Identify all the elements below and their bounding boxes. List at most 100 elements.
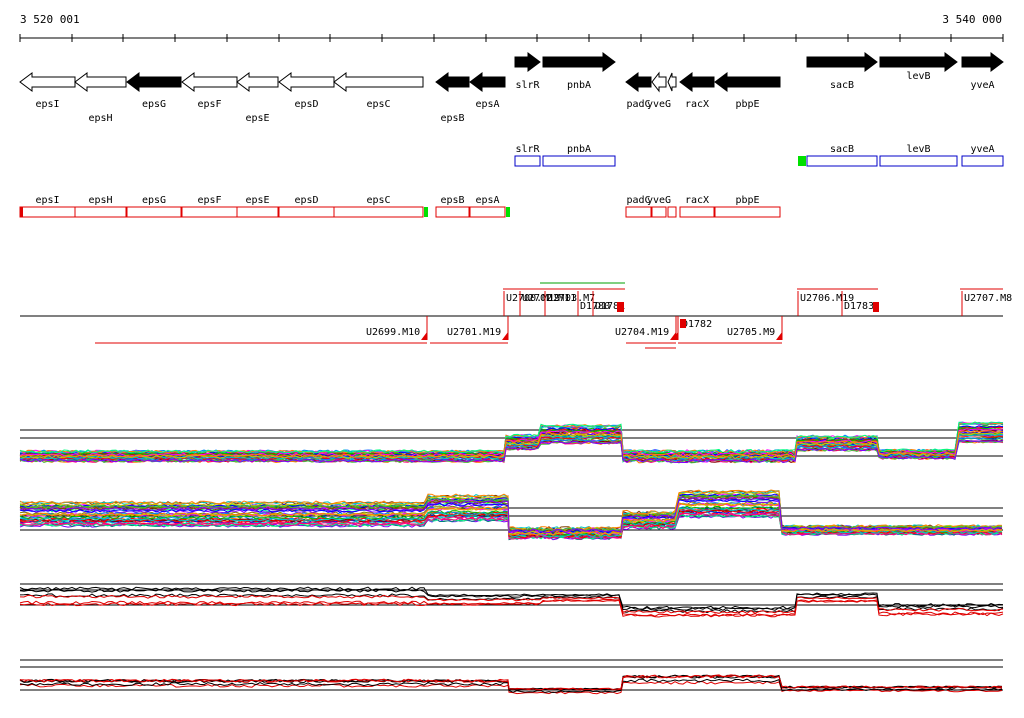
red-annotation-label-pbpE: pbpE <box>735 195 759 206</box>
gene-label-padC: padC <box>626 99 650 110</box>
track3-profile-line <box>19 594 1004 614</box>
red-annotation-label-epsD: epsD <box>294 195 318 206</box>
red-annotation-label-epsB: epsB <box>440 195 464 206</box>
gene-arrow-pbpE <box>714 72 781 92</box>
red-annotation-epsF <box>181 206 238 218</box>
track3-profile-line <box>19 593 1004 614</box>
element-label-D1783: D1783 <box>844 301 874 312</box>
element-label-D1780: D1780 <box>580 301 610 312</box>
element-arrowhead-U2701.M19 <box>502 332 508 340</box>
track4-profile-line <box>19 680 1003 695</box>
gene-arrow-epsC <box>333 72 424 92</box>
start-coordinate: 3 520 001 <box>20 13 80 26</box>
track1-profile-line <box>19 430 1004 458</box>
track1-profile-line <box>19 428 1004 458</box>
red-annotation-label-epsH: epsH <box>88 195 112 206</box>
red-row-start-marker <box>20 207 23 217</box>
element-red-block <box>617 302 624 312</box>
element-label-U2703.M7: U2703.M7 <box>547 293 595 304</box>
red-annotation-unnamed <box>667 206 677 218</box>
gene-arrow-padC <box>625 72 652 92</box>
red-annotation-epsE <box>236 206 279 218</box>
element-label-U2701.M19: U2701.M19 <box>447 327 501 338</box>
gene-arrow-sacB <box>806 52 878 72</box>
red-annotation-label-epsG: epsG <box>142 195 166 206</box>
gene-label-epsC: epsC <box>366 99 390 110</box>
red-annotation-epsI <box>19 206 76 218</box>
red-annotation-racX <box>679 206 715 218</box>
blue-annotation-sacB <box>806 155 878 167</box>
gene-arrow-epsI <box>19 72 76 92</box>
track2-profile-line <box>19 502 1003 536</box>
blue-annotation-levB <box>879 155 958 167</box>
gene-label-levB: levB <box>906 71 930 82</box>
red-annotation-label-epsI: epsI <box>35 195 59 206</box>
red-annotation-label-yveG: yveG <box>647 195 671 206</box>
element-label-U2700.M19: U2700.M19 <box>506 293 560 304</box>
red-annotation-pbpE <box>714 206 781 218</box>
gene-label-epsI: epsI <box>35 99 59 110</box>
red-annotation-label-epsC: epsC <box>366 195 390 206</box>
blue-annotation-label-sacB: sacB <box>830 144 854 155</box>
red-annotation-epsH <box>74 206 127 218</box>
track4-profile-line <box>19 674 1003 691</box>
red-tss-marker <box>424 207 428 217</box>
gene-arrow-epsF <box>181 72 238 92</box>
track2-profile-line <box>19 512 1003 540</box>
red-annotation-epsB <box>435 206 470 218</box>
blue-annotation-pnbA <box>542 155 616 167</box>
track3-profile-line <box>19 586 1004 610</box>
element-label-U2702.M11: U2702.M11 <box>522 293 576 304</box>
blue-annotation-label-yveA: yveA <box>970 144 994 155</box>
gene-arrow-slrR <box>514 52 541 72</box>
track3-profile-line <box>19 599 1004 618</box>
gene-label-epsG: epsG <box>142 99 166 110</box>
gene-arrow-pnbA <box>542 52 616 72</box>
gene-arrow-levB <box>879 52 958 72</box>
element-arrowhead-U2699.M10 <box>421 332 427 340</box>
element-label-U2707.M8: U2707.M8 <box>964 293 1012 304</box>
element-label-U2699.M10: U2699.M10 <box>366 327 420 338</box>
gene-arrow-yveG <box>651 71 667 93</box>
gene-label-epsB: epsB <box>440 113 464 124</box>
red-annotation-label-racX: racX <box>685 195 709 206</box>
red-annotation-label-epsF: epsF <box>197 195 221 206</box>
red-annotation-epsC <box>333 206 424 218</box>
red-annotation-label-padC: padC <box>626 195 650 206</box>
blue-annotation-label-levB: levB <box>906 144 930 155</box>
gene-label-slrR: slrR <box>515 80 540 91</box>
gene-arrow-unnamed <box>667 72 677 92</box>
red-annotation-epsA <box>469 206 506 218</box>
track2-profile-line <box>19 496 1003 534</box>
gene-arrow-epsA <box>469 72 506 92</box>
element-label-U2705.M9: U2705.M9 <box>727 327 775 338</box>
red-annotation-epsD <box>278 206 335 218</box>
element-arrowhead-U2705.M9 <box>776 332 782 340</box>
gene-arrow-racX <box>679 72 715 92</box>
track1-profile-line <box>19 433 1004 461</box>
red-annotation-label-epsA: epsA <box>475 195 499 206</box>
track2-profile-line <box>19 502 1003 536</box>
track2-profile-line <box>19 513 1003 540</box>
red-annotation-yveG <box>651 206 667 218</box>
gene-label-epsE: epsE <box>245 113 269 124</box>
element-red-block <box>873 302 879 312</box>
gene-arrow-yveA <box>961 52 1004 72</box>
blue-tss-marker <box>798 156 806 166</box>
end-coordinate: 3 540 000 <box>942 13 1002 26</box>
red-annotation-epsG <box>126 206 182 218</box>
gene-arrow-epsE <box>236 72 279 92</box>
gene-label-yveA: yveA <box>970 80 994 91</box>
element-label-D1782: D1782 <box>682 319 712 330</box>
gene-label-epsA: epsA <box>475 99 499 110</box>
track1-profile-line <box>19 439 1004 464</box>
track4-profile-line <box>19 674 1002 691</box>
red-annotation-label-epsE: epsE <box>245 195 269 206</box>
gene-label-pbpE: pbpE <box>735 99 759 110</box>
track3-profile-line <box>19 588 1004 611</box>
gene-label-epsD: epsD <box>294 99 318 110</box>
blue-annotation-label-pnbA: pnbA <box>567 144 591 155</box>
gene-label-epsF: epsF <box>197 99 221 110</box>
